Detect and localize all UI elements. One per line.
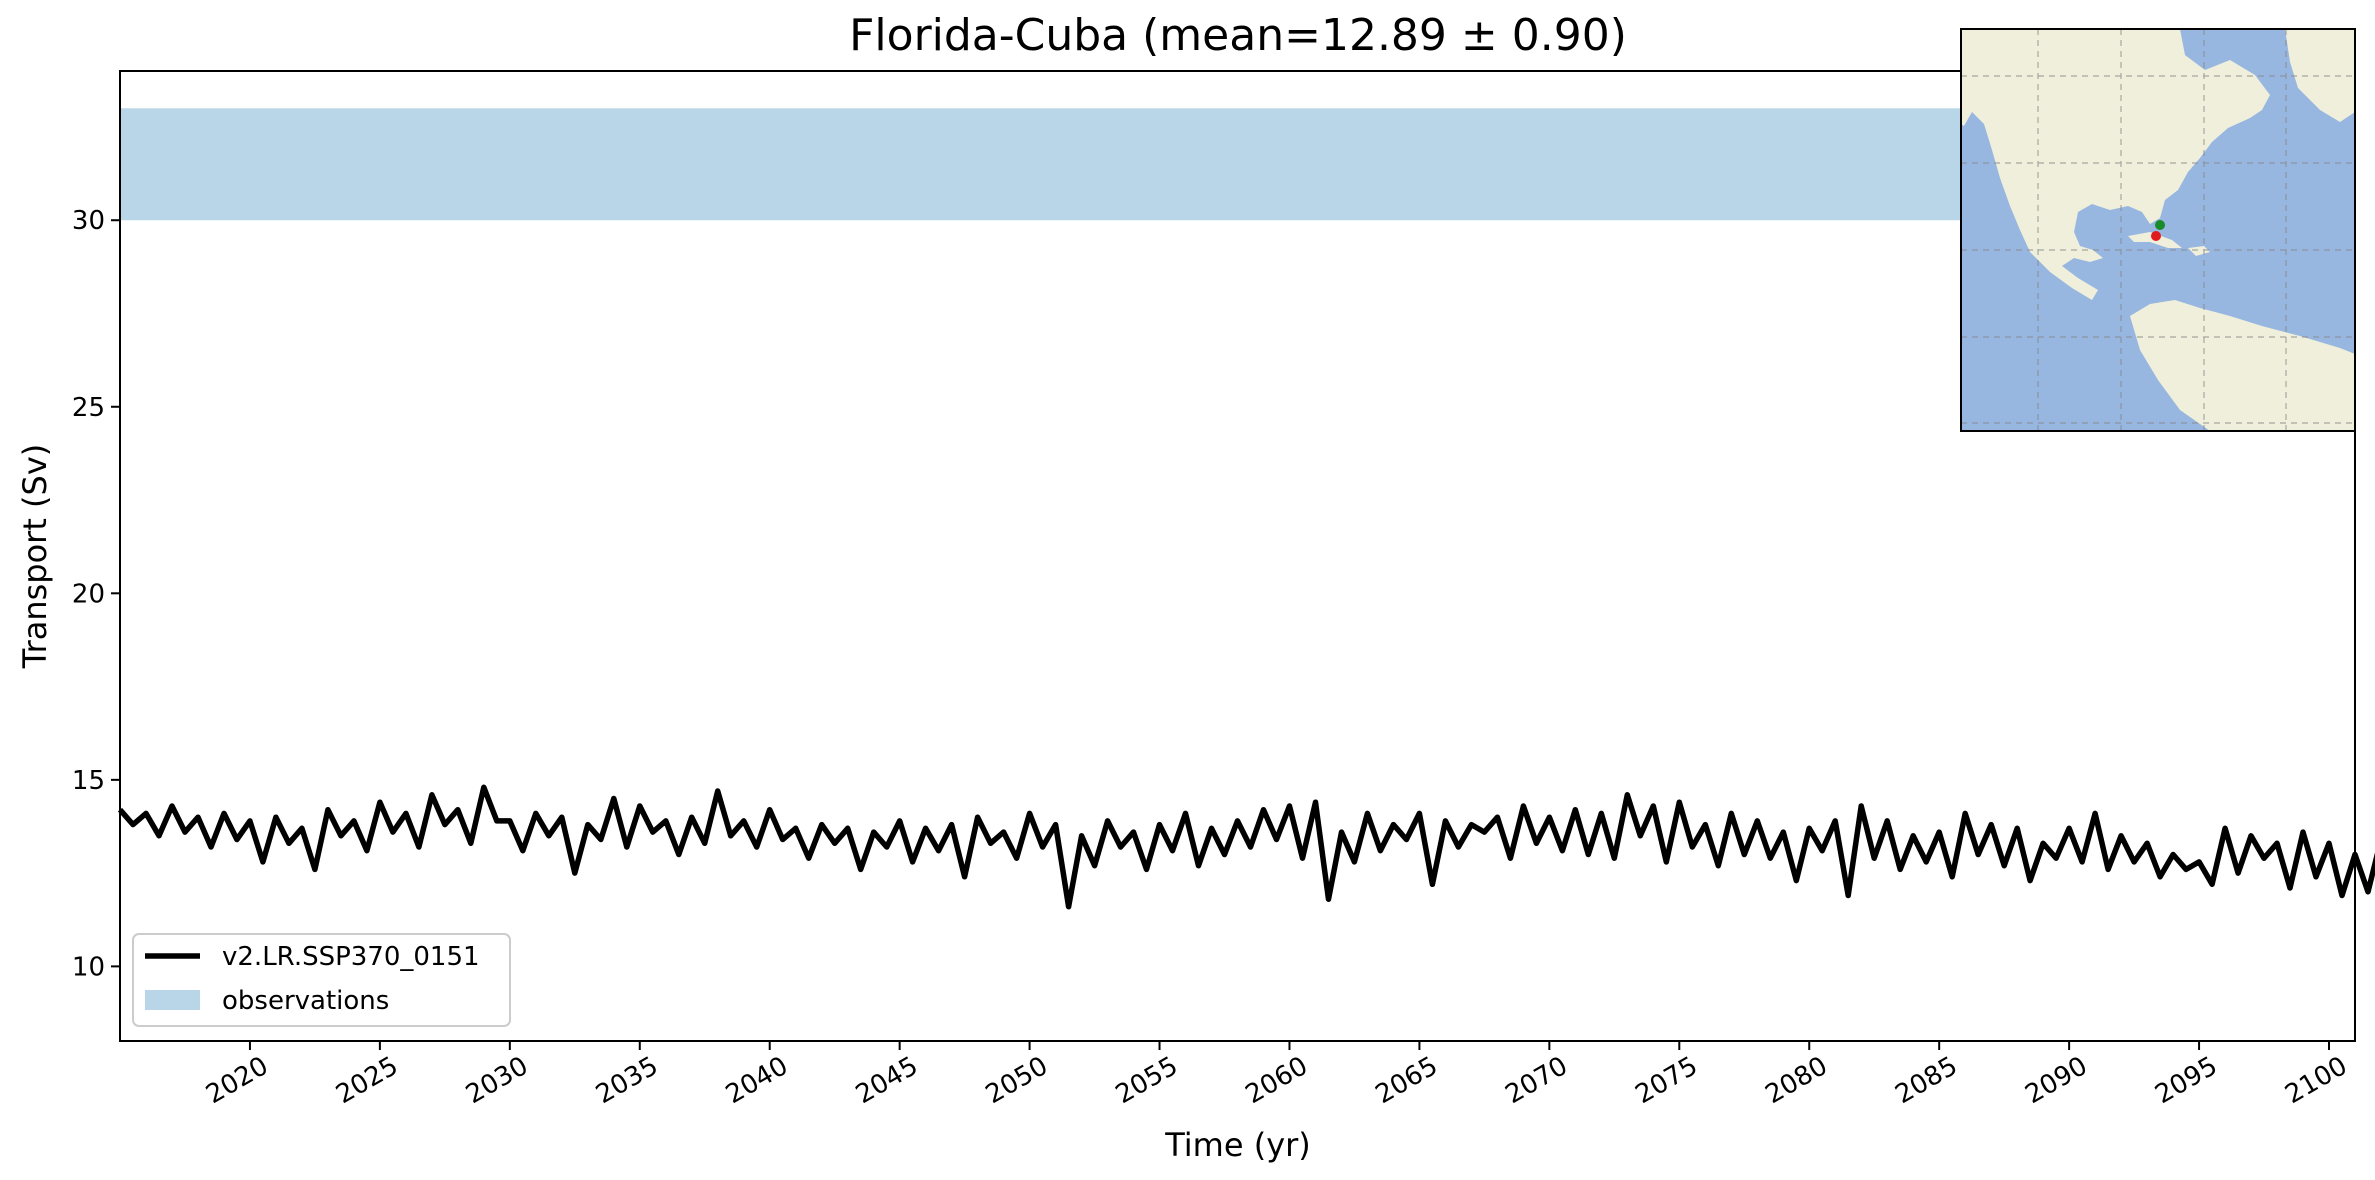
x-axis-label: Time (yr)	[1164, 1126, 1311, 1164]
y-axis-label: Transport (Sv)	[16, 444, 54, 670]
legend-band-swatch	[145, 990, 200, 1010]
y-axis-ticks: 10 15 20 25 30	[72, 206, 120, 982]
y-tick-label: 25	[72, 393, 105, 423]
series-line-v2-LR-SSP370-0151	[117, 784, 2375, 910]
legend-series-label: v2.LR.SSP370_0151	[222, 942, 480, 972]
legend-box	[132, 933, 511, 1027]
map-gridlines	[1961, 29, 2355, 431]
y-tick-label: 15	[72, 766, 105, 796]
legend-observations-label: observations	[222, 986, 389, 1016]
chart-title: Florida-Cuba (mean=12.89 ± 0.90)	[849, 10, 1627, 61]
y-tick-label: 10	[72, 952, 105, 982]
plot-frame	[119, 70, 2356, 1042]
legend: v2.LR.SSP370_0151 observations	[132, 933, 511, 1027]
inset-map-frame	[1960, 28, 2356, 432]
y-tick-label: 20	[72, 579, 105, 609]
section-start-marker	[2155, 220, 2165, 230]
section-end-marker	[2151, 231, 2161, 241]
inset-map	[1960, 28, 2356, 432]
y-tick-label: 30	[72, 206, 105, 236]
map-south-america	[2130, 300, 2355, 431]
map-greenland	[2285, 29, 2355, 122]
